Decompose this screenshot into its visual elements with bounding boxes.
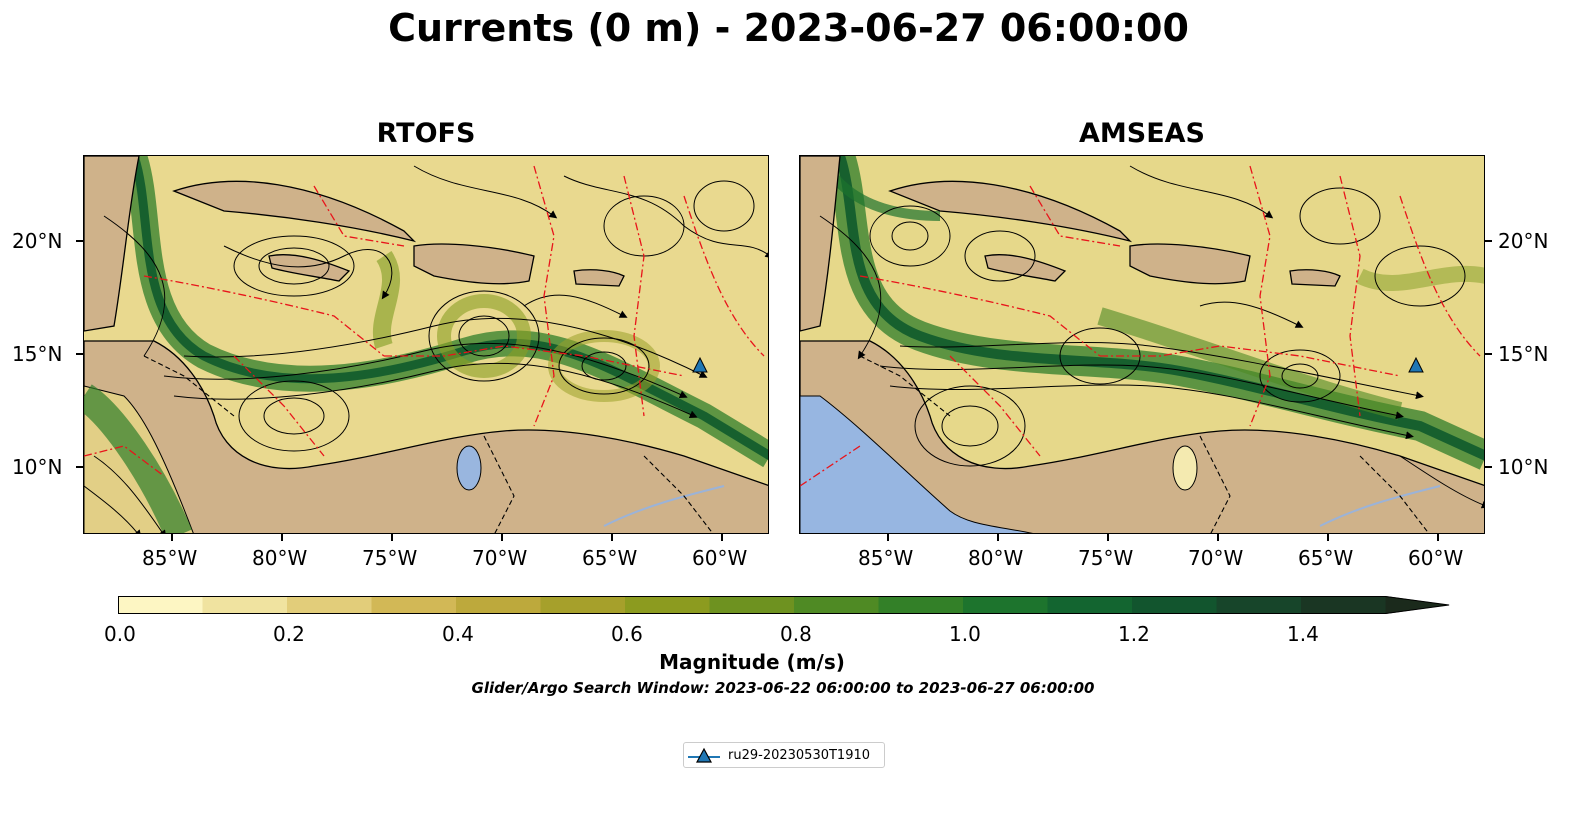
eddy-band	[1356, 265, 1484, 292]
land-puerto-rico	[1289, 269, 1341, 287]
lon-tick-label: 80°W	[252, 546, 308, 570]
streamlines	[819, 165, 1484, 509]
colorbar-segment	[1301, 596, 1386, 614]
colorbar-segment	[625, 596, 710, 614]
colorbar-segment	[794, 596, 879, 614]
lake-maracaibo	[1172, 445, 1198, 491]
lat-tick-label: 10°N	[1498, 455, 1549, 479]
lon-tick-label: 70°W	[1188, 546, 1244, 570]
colorbar	[118, 596, 1450, 614]
pacific-current	[84, 384, 192, 533]
eez-boundaries	[84, 165, 765, 477]
colorbar-tick-label: 1.4	[1287, 622, 1319, 646]
panel-title-amseas: AMSEAS	[1079, 118, 1205, 149]
river	[1319, 485, 1441, 527]
colorbar-segment	[540, 596, 626, 614]
secondary-current-band	[1097, 307, 1403, 420]
eddy-ring	[437, 294, 531, 378]
land-south-america	[800, 340, 1484, 533]
colorbar-tick-label: 0.6	[611, 622, 643, 646]
land-jamaica	[984, 254, 1067, 282]
colorbar-tick-label: 0.0	[104, 622, 136, 646]
colorbar-title: Magnitude (m/s)	[659, 650, 845, 674]
eez-boundaries	[800, 165, 1481, 487]
colorbar-segment	[1216, 596, 1302, 614]
colorbar-segment	[287, 596, 372, 614]
land-hispaniola	[413, 243, 535, 285]
colorbar-tick-label: 0.8	[780, 622, 812, 646]
colorbar-extend-arrow	[1385, 596, 1450, 614]
lake-maracaibo	[456, 445, 482, 491]
pacific-no-data	[800, 395, 1033, 533]
legend-marker-icon	[688, 747, 720, 763]
lat-tick-label: 20°N	[1498, 229, 1549, 253]
amseas-map	[799, 155, 1485, 534]
core-current-band	[835, 156, 1484, 461]
lon-tick-label: 85°W	[858, 546, 914, 570]
land-puerto-rico	[573, 269, 625, 287]
figure-title: Currents (0 m) - 2023-06-27 06:00:00	[388, 6, 1189, 50]
river	[603, 485, 725, 527]
country-borders	[859, 355, 1430, 533]
colorbar-segment	[1047, 596, 1133, 614]
lon-tick-label: 75°W	[362, 546, 418, 570]
lon-tick-label: 80°W	[968, 546, 1024, 570]
colorbar-segment	[1132, 596, 1217, 614]
land-yucatan	[84, 156, 140, 332]
country-borders	[143, 355, 714, 533]
rtofs-map	[83, 155, 769, 534]
colorbar-outline	[118, 596, 1450, 614]
lat-tick-label: 10°N	[12, 455, 63, 479]
rtofs-map-svg	[84, 156, 768, 533]
colorbar-segment	[202, 596, 288, 614]
colorbar-tick-label: 1.0	[949, 622, 981, 646]
land-jamaica	[268, 254, 351, 282]
lon-tick-label: 85°W	[142, 546, 198, 570]
amseas-map-svg	[800, 156, 1484, 533]
colorbar-segment	[118, 596, 203, 614]
panel-title-rtofs: RTOFS	[376, 118, 476, 149]
lon-tick-label: 70°W	[472, 546, 528, 570]
colorbar-segment	[878, 596, 964, 614]
colorbar-tick-label: 1.2	[1118, 622, 1150, 646]
lon-tick-label: 65°W	[582, 546, 638, 570]
colorbar-segment	[963, 596, 1048, 614]
land-hispaniola	[1129, 243, 1251, 285]
eddy-band	[372, 251, 401, 349]
colorbar-tick-label: 0.2	[273, 622, 305, 646]
search-window-note: Glider/Argo Search Window: 2023-06-22 06…	[471, 679, 1095, 697]
lon-tick-label: 60°W	[692, 546, 748, 570]
lat-tick-label: 15°N	[12, 342, 63, 366]
glider-marker	[1408, 356, 1424, 373]
lon-tick-label: 60°W	[1408, 546, 1464, 570]
land-cuba	[172, 180, 417, 243]
legend: ru29-20230530T1910	[683, 742, 885, 768]
colorbar-segment	[371, 596, 457, 614]
lon-tick-label: 65°W	[1298, 546, 1354, 570]
streamlines	[84, 165, 768, 533]
lon-tick-label: 75°W	[1078, 546, 1134, 570]
lat-tick-label: 15°N	[1498, 342, 1549, 366]
legend-label: ru29-20230530T1910	[728, 747, 871, 763]
colorbar-segment	[456, 596, 541, 614]
land-cuba	[888, 180, 1133, 243]
land-yucatan	[800, 156, 841, 332]
lat-tick-label: 20°N	[12, 229, 63, 253]
colorbar-tick-label: 0.4	[442, 622, 474, 646]
glider-marker	[692, 356, 708, 373]
colorbar-segment	[709, 596, 795, 614]
land-south-america	[84, 340, 768, 533]
